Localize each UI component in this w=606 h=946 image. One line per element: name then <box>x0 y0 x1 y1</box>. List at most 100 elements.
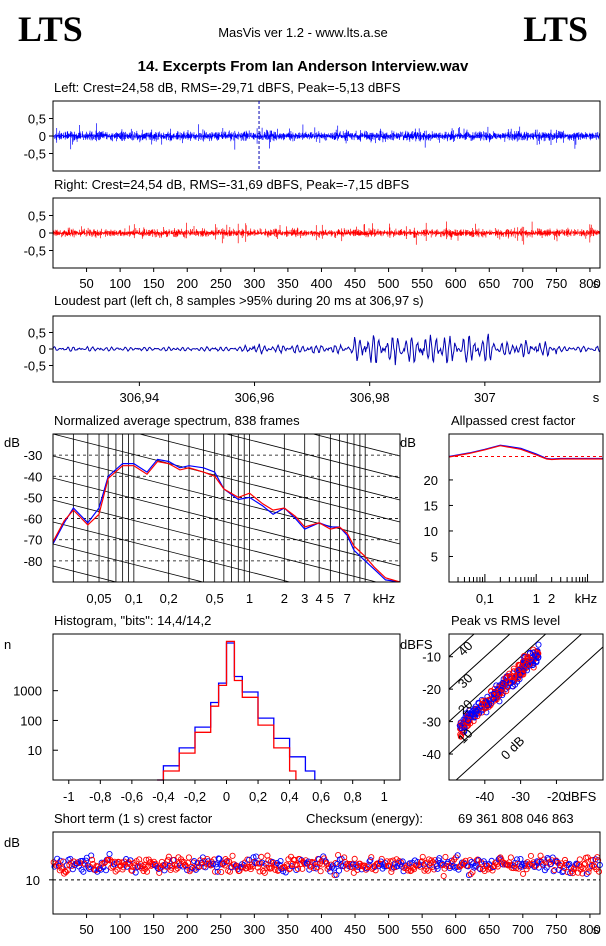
short-term-crest-point <box>543 864 550 871</box>
peak-rms-xtick-label: -20 <box>547 789 566 804</box>
spectrum-ytick-label: -50 <box>24 490 43 505</box>
histogram-xtick-label: 1 <box>381 789 388 804</box>
loudest-part-title: Loudest part (left ch, 8 samples >95% du… <box>54 293 424 308</box>
short-term-crest-point <box>169 862 176 869</box>
short-term-crest-point <box>80 868 87 875</box>
short-term-crest-xtick-label: 600 <box>445 922 467 937</box>
loudest-part-xtick-label: 306,98 <box>350 390 390 405</box>
short-term-crest-point <box>434 865 441 872</box>
histogram-left-line <box>157 642 316 781</box>
left-waveform-chart: 0,5 0 -0,5 <box>24 100 601 172</box>
short-term-crest-point <box>455 866 462 873</box>
right-waveform-xtick-label: 450 <box>344 276 366 291</box>
peak-rms-point <box>515 667 522 674</box>
short-term-crest-xtick-label: 50 <box>79 922 93 937</box>
crest-xtick-label: 0,1 <box>476 591 494 606</box>
short-term-crest-point <box>423 866 430 873</box>
spectrum-ylabel: dB <box>4 435 20 450</box>
short-term-crest-point <box>583 870 590 877</box>
short-term-crest-point <box>467 871 474 878</box>
peak-rms-ytick-label: -20 <box>422 682 441 697</box>
short-term-crest-point <box>172 866 179 873</box>
short-term-crest-point <box>89 856 96 863</box>
short-term-crest-point <box>450 863 457 870</box>
short-term-crest-point <box>57 857 64 864</box>
short-term-crest-point <box>214 868 221 875</box>
peak-rms-point <box>503 688 510 695</box>
short-term-crest-point <box>465 863 472 870</box>
loudest-part-trace <box>52 333 601 366</box>
loudest-part-ytick-label: 0 <box>39 342 46 357</box>
short-term-crest-xunit: s <box>593 922 600 937</box>
brand-logo-left: LTS <box>18 9 83 49</box>
short-term-crest-point <box>558 860 565 867</box>
peak-rms-point <box>535 654 542 661</box>
short-term-crest-xtick-label: 800 <box>579 922 601 937</box>
short-term-crest-point <box>294 865 302 872</box>
short-term-crest-point <box>556 861 563 869</box>
crest-ytick-label: 20 <box>424 473 438 488</box>
short-term-crest-point <box>535 864 542 871</box>
histogram-ytick-label: 1000 <box>13 684 42 699</box>
right-waveform-xtick-label: 150 <box>143 276 165 291</box>
short-term-crest-point <box>106 850 113 858</box>
histogram-ylabel: n <box>4 637 11 652</box>
peak-rms-crest-label: 40 <box>455 638 476 659</box>
loudest-part-xtick-label: 307 <box>474 390 496 405</box>
short-term-crest-point <box>259 859 266 866</box>
crest-xunit: kHz <box>575 591 597 606</box>
short-term-crest-point <box>161 867 168 874</box>
peak-rms-point <box>511 674 518 681</box>
peak-rms-crest-line <box>449 634 583 755</box>
peak-rms-point <box>466 707 473 714</box>
histogram-chart: n 1000 100 10 -1 -0,8 -0,6 -0,4 -0,2 0 0,2 0,4 0,6 0,… <box>4 633 401 804</box>
peak-rms-point <box>526 658 533 665</box>
peak-rms-xtick-label: -30 <box>511 789 530 804</box>
spectrum-xtick-label: 5 <box>327 591 334 606</box>
short-term-crest-point <box>388 868 395 875</box>
short-term-crest-point <box>212 861 220 868</box>
short-term-crest-point <box>282 869 289 876</box>
short-term-crest-point <box>390 857 397 864</box>
right-waveform-ytick-label: 0,5 <box>28 209 46 224</box>
short-term-crest-point <box>389 865 396 872</box>
short-term-crest-xtick-label: 350 <box>277 922 299 937</box>
file-title: 14. Excerpts From Ian Anderson Interview… <box>137 58 469 75</box>
crest-ytick-label: 15 <box>424 498 438 513</box>
peak-rms-ylabel: dBFS <box>400 637 433 652</box>
peak-rms-point <box>503 674 510 681</box>
spectrum-xtick-label: 4 <box>316 591 323 606</box>
short-term-crest-chart: dB 10 50 100 150 200 250 300 350 400 450 500 550 600 6… <box>4 831 603 937</box>
short-term-crest-point <box>351 855 358 862</box>
short-term-crest-xtick-label: 300 <box>243 922 265 937</box>
short-term-crest-point <box>277 857 284 865</box>
right-waveform-xtick-label: 650 <box>478 276 500 291</box>
peak-rms-crest-line <box>449 634 547 723</box>
short-term-crest-point <box>476 865 483 872</box>
short-term-crest-xtick-label: 700 <box>512 922 534 937</box>
short-term-crest-xtick-label: 100 <box>109 922 131 937</box>
short-term-crest-point <box>378 855 385 862</box>
crest-xtick-label: 2 <box>548 591 555 606</box>
histogram-xtick-label: -0,4 <box>152 789 174 804</box>
crest-ylabel: dB <box>400 435 416 450</box>
short-term-crest-point <box>531 863 538 870</box>
peak-rms-point <box>519 670 526 677</box>
spectrum-slope-line <box>224 434 400 479</box>
histogram-xtick-label: 0,6 <box>312 789 330 804</box>
short-term-crest-point <box>132 869 139 876</box>
histogram-xtick-label: 0,4 <box>281 789 299 804</box>
peak-rms-point <box>479 697 487 704</box>
checksum-label: Checksum (energy): <box>306 811 424 826</box>
short-term-crest-point <box>588 857 595 864</box>
spectrum-xtick-label: 0,05 <box>86 591 111 606</box>
peak-rms-point <box>456 722 464 729</box>
short-term-crest-point <box>264 852 271 859</box>
histogram-ytick-label: 10 <box>28 743 42 758</box>
loudest-part-xunit: s <box>593 390 600 405</box>
crest-frame <box>448 433 604 583</box>
peak-rms-ytick-label: -40 <box>422 747 441 762</box>
spectrum-ytick-label: -40 <box>24 469 43 484</box>
short-term-crest-point <box>581 861 588 868</box>
short-term-crest-point <box>229 852 236 859</box>
